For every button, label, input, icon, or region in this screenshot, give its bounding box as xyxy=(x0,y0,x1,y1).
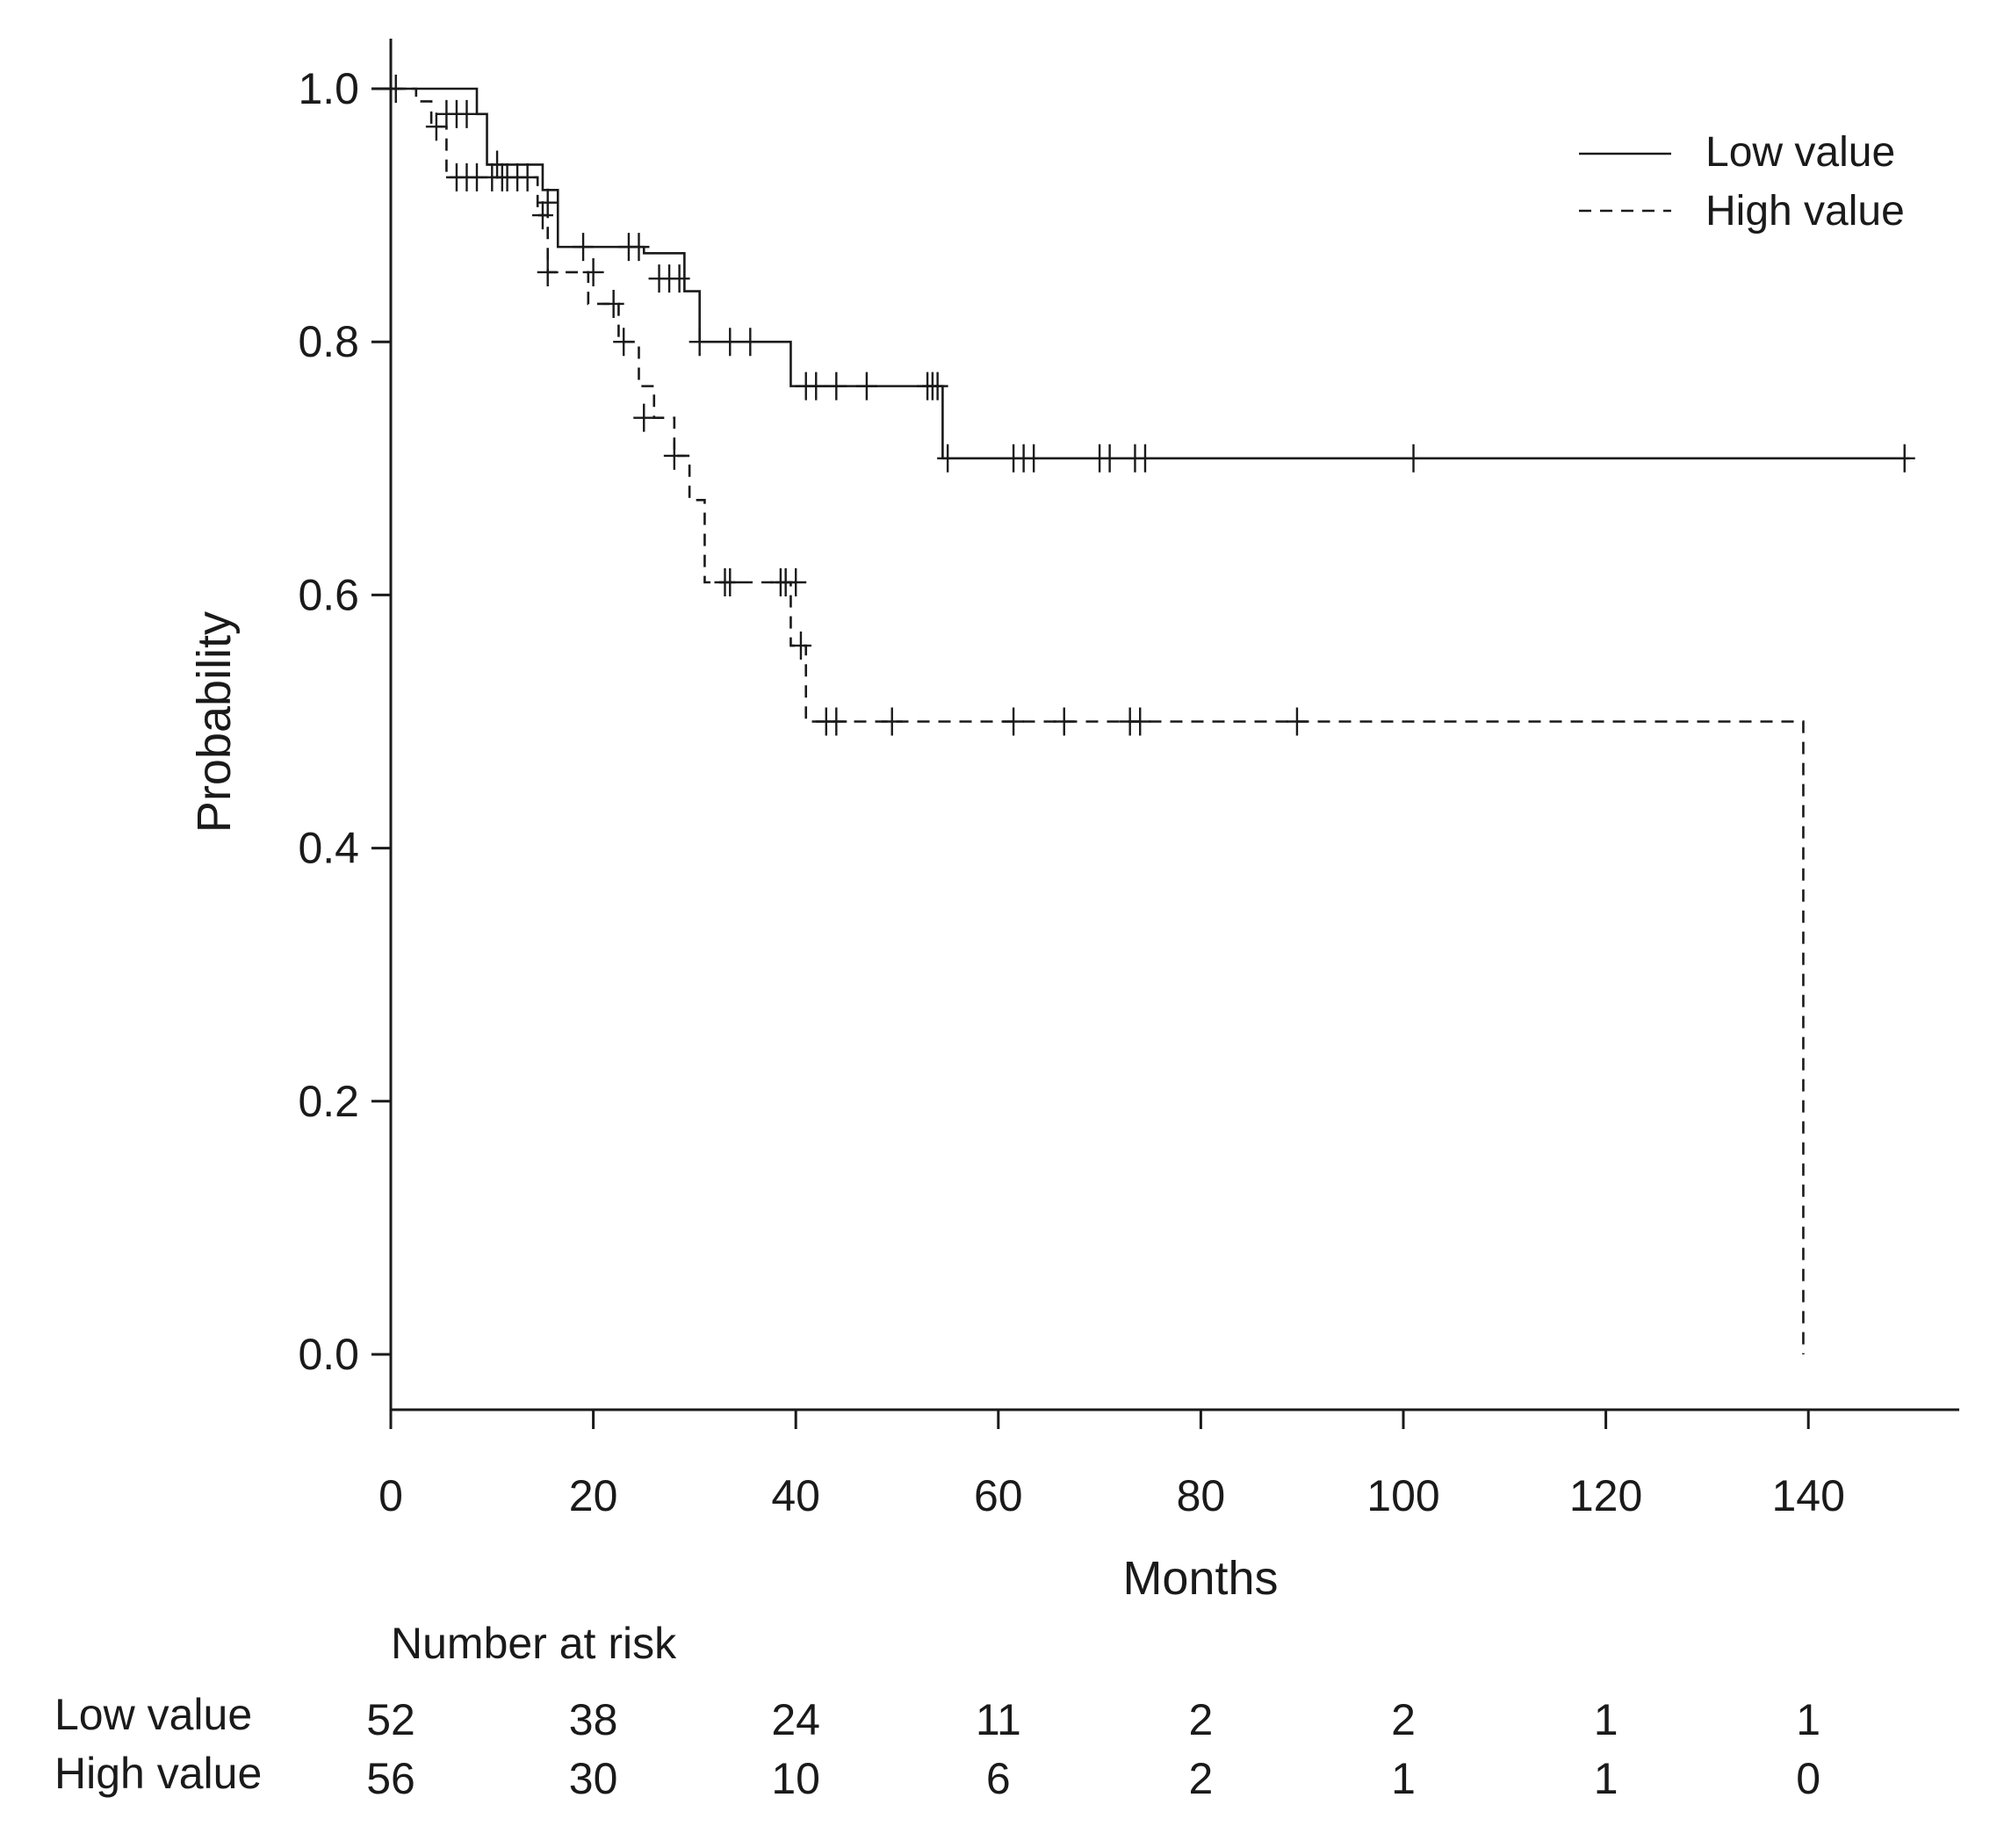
risk-value: 30 xyxy=(569,1754,618,1803)
censor-mark xyxy=(613,328,635,357)
censor-mark xyxy=(602,289,624,318)
y-tick-label: 0.8 xyxy=(298,317,359,366)
censor-mark xyxy=(1023,444,1045,473)
censor-mark xyxy=(825,372,847,401)
risk-table: Number at risk Low value 52 38 24 11 2 2 1 1High… xyxy=(54,1619,1820,1803)
risk-value: 1 xyxy=(1594,1754,1619,1803)
risk-value: 10 xyxy=(771,1754,820,1803)
x-axis-title: Months xyxy=(1122,1552,1278,1605)
risk-value: 2 xyxy=(1188,1754,1213,1803)
risk-value: 1 xyxy=(1594,1695,1619,1744)
censor-mark xyxy=(688,328,710,357)
survival-line-high-value xyxy=(391,87,1805,1354)
censor-mark xyxy=(789,632,811,661)
censor-mark xyxy=(785,567,807,596)
x-tick-label: 140 xyxy=(1771,1471,1844,1520)
censor-mark xyxy=(663,441,685,470)
censor-mark xyxy=(825,707,847,736)
risk-value: 2 xyxy=(1391,1695,1416,1744)
censor-mark xyxy=(537,257,559,286)
censor-mark xyxy=(385,75,407,103)
x-ticks: 0 20 40 60 80 100 120 140 xyxy=(378,1410,1845,1520)
series-layer xyxy=(385,75,1915,1354)
axes xyxy=(389,39,1959,1411)
y-tick-label: 1.0 xyxy=(298,64,359,113)
y-ticks: 0.0 0.2 0.4 0.6 0.8 1.0 xyxy=(298,64,391,1379)
x-tick-label: 120 xyxy=(1569,1471,1642,1520)
risk-row-label: High value xyxy=(54,1749,262,1798)
risk-value: 0 xyxy=(1796,1754,1820,1803)
y-tick-label: 0.4 xyxy=(298,824,359,873)
x-tick-label: 60 xyxy=(974,1471,1023,1520)
series-high-value xyxy=(385,75,1805,1354)
censor-mark xyxy=(633,403,655,432)
y-tick-label: 0.0 xyxy=(298,1330,359,1379)
risk-value: 38 xyxy=(569,1695,618,1744)
y-tick-label: 0.2 xyxy=(298,1077,359,1126)
censor-mark xyxy=(719,567,741,596)
x-tick-label: 0 xyxy=(378,1471,403,1520)
series-low-value xyxy=(391,87,1915,473)
censor-mark xyxy=(805,372,827,401)
censor-mark xyxy=(881,707,903,736)
x-tick-label: 20 xyxy=(569,1471,618,1520)
risk-value: 6 xyxy=(986,1754,1011,1803)
censor-mark xyxy=(1053,707,1075,736)
censor-mark xyxy=(937,444,959,473)
legend-label-high-value: High value xyxy=(1705,188,1905,235)
survival-line-low-value xyxy=(391,87,1910,460)
censor-mark xyxy=(425,112,447,141)
legend: Low value High value xyxy=(1579,129,1905,235)
censor-mark xyxy=(537,188,559,217)
risk-value: 11 xyxy=(976,1695,1021,1744)
censor-mark xyxy=(573,233,595,262)
censor-mark xyxy=(1129,707,1151,736)
x-tick-label: 40 xyxy=(771,1471,820,1520)
y-tick-label: 0.6 xyxy=(298,570,359,619)
x-tick-label: 100 xyxy=(1366,1471,1439,1520)
risk-value: 56 xyxy=(366,1754,415,1803)
legend-label-low-value: Low value xyxy=(1705,129,1895,176)
censor-mark xyxy=(926,372,948,401)
censor-mark xyxy=(668,264,690,293)
risk-value: 2 xyxy=(1188,1695,1213,1744)
censor-mark xyxy=(1286,707,1308,736)
censor-mark xyxy=(531,201,553,230)
risk-value: 24 xyxy=(771,1695,820,1744)
censor-mark xyxy=(491,162,513,191)
censor-mark xyxy=(1099,444,1121,473)
risk-table-title: Number at risk xyxy=(391,1619,677,1668)
censor-mark xyxy=(487,150,508,179)
censor-mark xyxy=(719,328,741,357)
censor-mark xyxy=(739,328,761,357)
censor-mark xyxy=(628,233,650,262)
y-axis-title: Probability xyxy=(188,611,241,833)
risk-value: 1 xyxy=(1796,1695,1820,1744)
censor-mark xyxy=(1003,707,1025,736)
censor-mark xyxy=(1134,444,1156,473)
censor-mark xyxy=(855,372,877,401)
censor-mark xyxy=(582,257,604,286)
risk-row-label: Low value xyxy=(54,1690,252,1739)
risk-value: 1 xyxy=(1391,1754,1416,1803)
censor-mark xyxy=(1402,444,1424,473)
censor-mark xyxy=(456,99,478,128)
risk-value: 52 xyxy=(366,1695,415,1744)
censor-mark xyxy=(1893,444,1915,473)
x-tick-label: 80 xyxy=(1177,1471,1226,1520)
